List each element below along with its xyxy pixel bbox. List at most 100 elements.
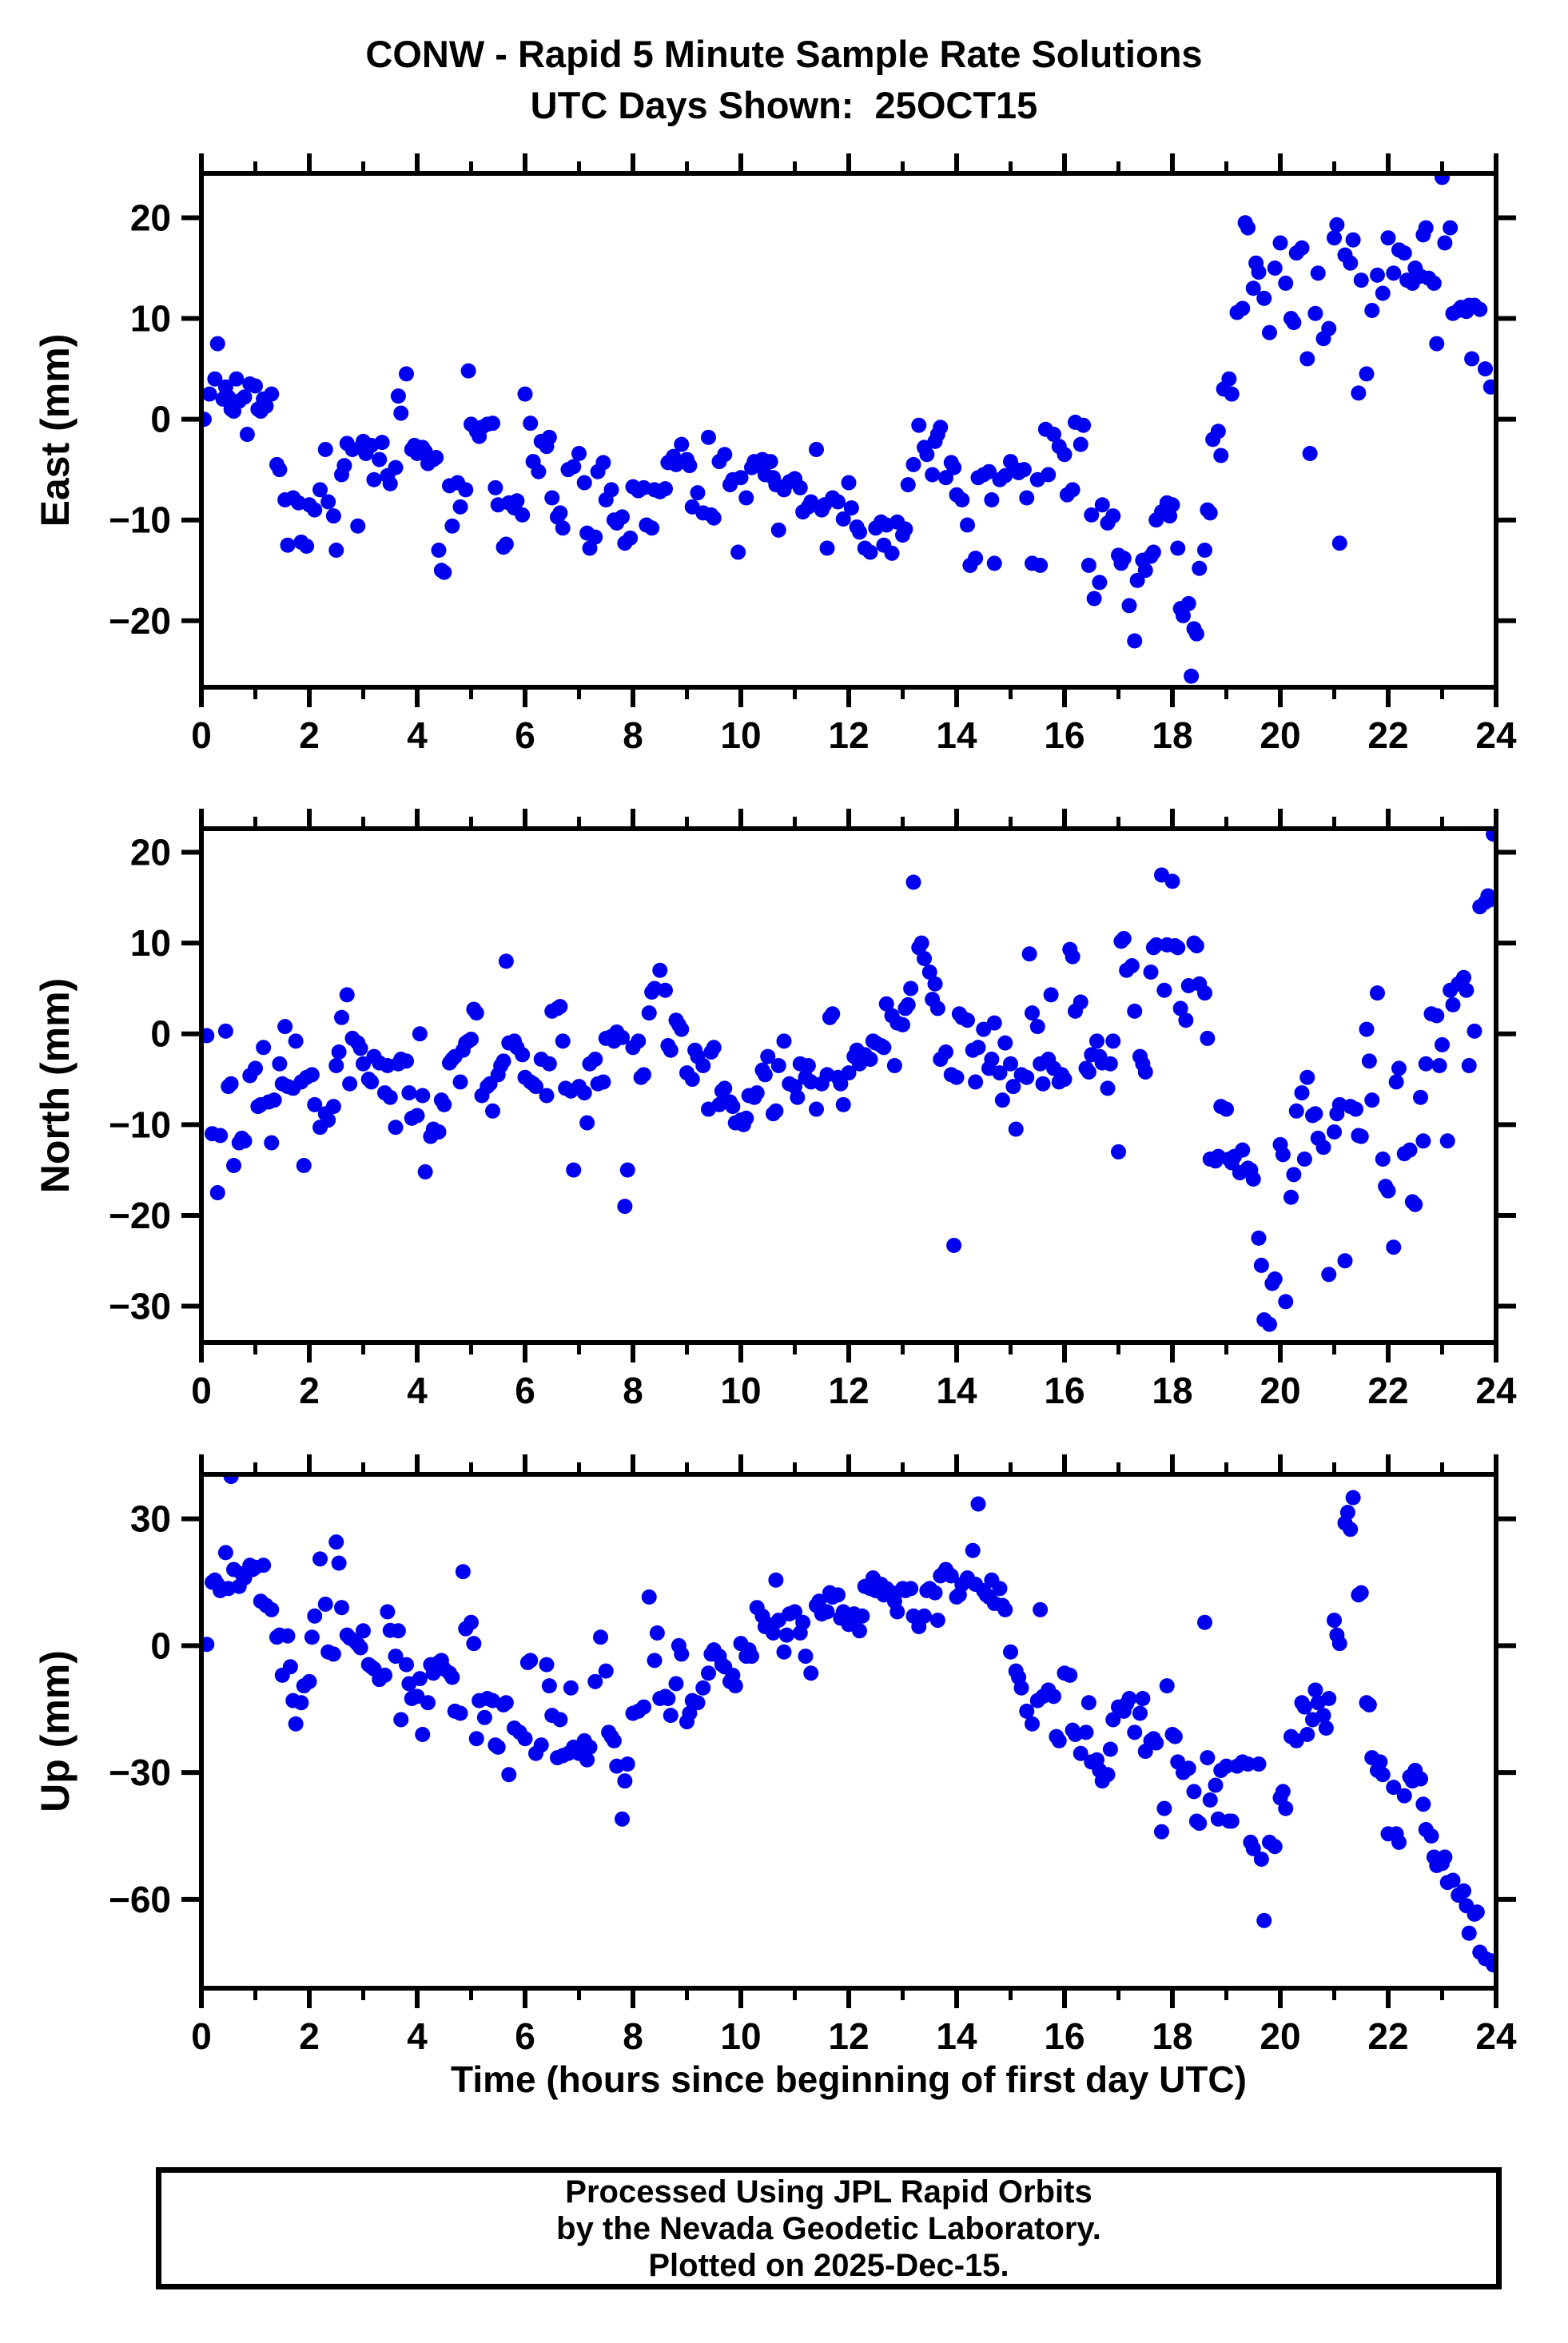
data-point [878, 996, 894, 1012]
data-point [1299, 351, 1315, 367]
data-point [1170, 940, 1186, 956]
data-point [760, 1048, 776, 1064]
data-point [325, 508, 341, 524]
data-point [339, 987, 355, 1003]
data-point [921, 964, 937, 980]
data-point [1275, 1147, 1291, 1163]
data-point [523, 1653, 539, 1669]
data-point [509, 493, 525, 509]
data-point [1164, 873, 1180, 889]
data-point [619, 1162, 635, 1178]
data-point [1062, 1667, 1078, 1683]
data-point [237, 389, 253, 405]
data-point [925, 467, 941, 483]
data-point [1435, 176, 1450, 185]
data-point [903, 1581, 919, 1597]
data-point [1240, 1756, 1256, 1772]
data-point [911, 417, 927, 433]
data-point [919, 447, 935, 463]
data-point [960, 517, 975, 533]
data-point [1100, 1767, 1116, 1783]
data-point [1359, 366, 1375, 382]
data-point [1396, 1788, 1412, 1804]
x-tick-label: 6 [515, 714, 535, 756]
data-point [1188, 938, 1204, 954]
data-point [328, 1534, 344, 1550]
data-point [1202, 1792, 1218, 1808]
data-point [809, 1101, 824, 1117]
data-point [727, 1678, 743, 1694]
data-point [984, 1052, 1000, 1068]
data-point [1343, 255, 1359, 271]
data-point [417, 1164, 433, 1179]
chart-title: CONW - Rapid 5 Minute Sample Rate Soluti… [0, 29, 1568, 131]
data-point [1375, 1152, 1391, 1168]
data-point [1372, 1754, 1388, 1770]
data-point [1137, 563, 1153, 579]
data-point [927, 976, 943, 992]
data-point [1219, 1101, 1234, 1117]
data-point [701, 1665, 716, 1681]
data-point [1294, 1085, 1310, 1101]
data-point [757, 1067, 773, 1083]
data-point [1116, 551, 1132, 567]
data-point [798, 1649, 814, 1665]
data-point [1251, 1230, 1267, 1246]
data-point [217, 1023, 233, 1039]
data-point [1429, 336, 1445, 352]
data-point [1361, 1053, 1377, 1069]
data-point [949, 1069, 965, 1085]
data-point [1339, 1505, 1355, 1521]
data-point [334, 1009, 349, 1025]
data-point [571, 445, 587, 461]
data-point [738, 490, 754, 506]
data-point [658, 982, 673, 998]
data-point [682, 1705, 698, 1721]
data-point [452, 1074, 468, 1090]
data-point [1025, 1005, 1040, 1021]
data-point [841, 475, 857, 491]
data-point [1353, 1585, 1369, 1601]
data-point [970, 1040, 986, 1056]
data-point [619, 1756, 635, 1772]
data-point [649, 1625, 665, 1641]
data-point [1461, 1925, 1477, 1941]
data-point [415, 1088, 431, 1104]
data-point [1327, 230, 1342, 246]
data-point [903, 981, 919, 996]
data-point [528, 1079, 543, 1095]
data-point [660, 1690, 676, 1706]
data-point [1396, 245, 1412, 261]
data-point [1459, 982, 1474, 998]
data-point [768, 1103, 784, 1119]
data-point [1482, 892, 1494, 908]
data-point [1307, 1682, 1323, 1698]
data-point [929, 1613, 945, 1629]
data-point [749, 1085, 765, 1101]
data-point [490, 1739, 506, 1755]
data-point [1343, 1522, 1359, 1537]
data-point [1467, 1023, 1482, 1039]
y-tick-label: 0 [150, 399, 171, 440]
data-point [1127, 633, 1143, 649]
data-point [986, 555, 1002, 571]
data-point [1380, 230, 1396, 246]
y-tick-label: −20 [109, 600, 171, 642]
data-point [579, 1752, 595, 1768]
x-tick-label: 22 [1367, 2015, 1408, 2057]
data-point [992, 1065, 1008, 1081]
data-point [997, 1035, 1013, 1051]
data-point [1008, 1121, 1024, 1137]
data-point [488, 479, 503, 495]
data-point [444, 1669, 460, 1685]
data-point [1080, 1064, 1096, 1080]
data-point [641, 1005, 657, 1021]
x-tick-label: 8 [623, 714, 643, 756]
data-point [1386, 265, 1402, 281]
data-point [1315, 1140, 1331, 1156]
data-point [223, 1076, 239, 1092]
x-tick-label: 12 [828, 1370, 869, 1411]
data-point [690, 1695, 706, 1711]
data-point [1224, 1813, 1240, 1829]
